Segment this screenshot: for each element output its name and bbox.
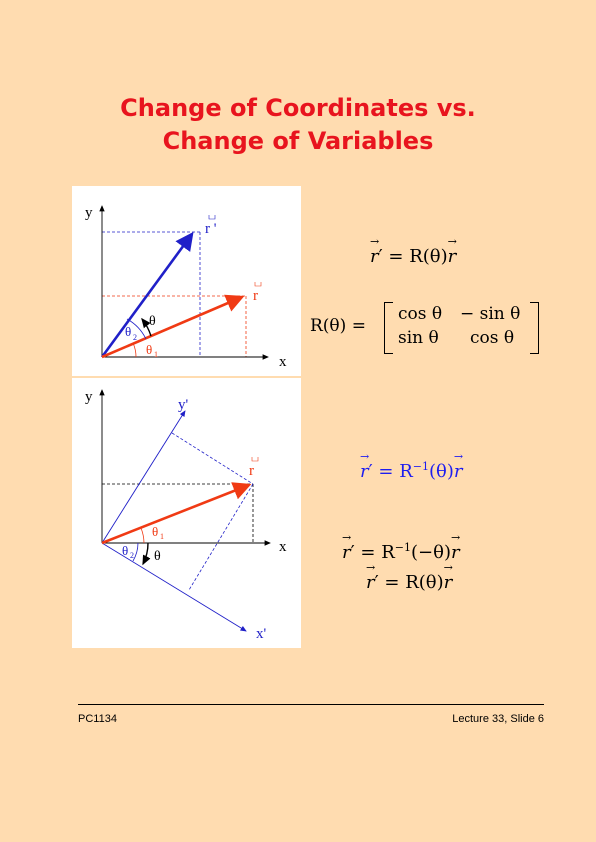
- theta1-subscript: 1: [160, 532, 164, 541]
- r-vector-symbol: r: [370, 235, 379, 267]
- r-vector-symbol: r: [342, 531, 351, 563]
- theta1-arc: [132, 342, 137, 358]
- rotation-matrix: R(θ) = cos θ − sin θ sin θ cos θ: [310, 296, 550, 356]
- prime-mark: ′: [368, 461, 373, 482]
- prime-mark: ′: [374, 572, 379, 593]
- theta1-arc: [140, 527, 145, 544]
- r-vector-symbol: r: [454, 450, 463, 482]
- y-axis-label: y: [85, 205, 93, 221]
- theta2-subscript: 2: [130, 551, 134, 560]
- theta-label: θ: [154, 549, 161, 564]
- course-code: PC1134: [78, 713, 117, 725]
- prime-mark: ′: [378, 246, 383, 267]
- r-vector: [101, 294, 245, 359]
- y-prime-axis-label: y': [178, 397, 189, 413]
- r-prime-vector-mark: [208, 215, 216, 220]
- r-vector-symbol: r: [444, 561, 453, 593]
- rotation-arc: [142, 542, 151, 566]
- slide-title-line-1: Change of Coordinates vs.: [120, 94, 476, 122]
- equivalent-rotation-equation: r′ = R(θ)r: [366, 561, 453, 593]
- r-vector-symbol: r: [366, 561, 375, 593]
- matrix-a21: sin θ: [398, 328, 439, 348]
- y-axis-label: y: [85, 389, 93, 405]
- equation-argument: (−θ): [411, 542, 451, 563]
- r-vector: [101, 482, 252, 545]
- x-axis-label: x: [279, 354, 287, 370]
- rotation-of-vector-diagram: y x r ' r θ θ 2 θ 1: [72, 186, 301, 376]
- r-label: r: [249, 463, 254, 479]
- theta2-label: θ: [125, 324, 131, 339]
- theta2-arc: [126, 318, 147, 340]
- rotation-equation: r′ = R(θ)r: [370, 235, 457, 267]
- rotation-arc: [141, 317, 152, 337]
- theta1-label: θ: [146, 342, 152, 357]
- matrix-a12: − sin θ: [460, 304, 521, 324]
- r-prime-vector: [100, 231, 194, 358]
- footer-divider: [78, 704, 544, 705]
- theta1-subscript: 1: [154, 350, 158, 359]
- theta2-subscript: 2: [133, 333, 137, 342]
- r-x-prime-guide: [188, 483, 254, 591]
- theta-label: θ: [149, 314, 156, 329]
- x-prime-axis-label: x': [256, 626, 267, 642]
- inverse-negative-equation: r′ = R−1(−θ)r: [342, 531, 460, 563]
- slide-number: Lecture 33, Slide 6: [452, 713, 544, 725]
- matrix-lhs: R(θ) =: [310, 316, 366, 336]
- theta2-label: θ: [122, 543, 128, 558]
- r-y-prime-guide: [171, 432, 254, 485]
- slide-title-line-2: Change of Variables: [162, 127, 434, 155]
- r-vector-symbol: r: [448, 235, 457, 267]
- theta1-label: θ: [152, 524, 158, 539]
- prime-mark: ′: [350, 542, 355, 563]
- equation-middle: = R: [372, 461, 413, 482]
- inverse-superscript: −1: [394, 541, 411, 554]
- x-prime-axis: [101, 542, 247, 632]
- equation-argument: (θ): [429, 461, 454, 482]
- matrix-a22: cos θ: [470, 328, 515, 348]
- r-prime-label: r ': [205, 221, 217, 237]
- r-vector-symbol: r: [451, 531, 460, 563]
- equation-middle: = R(θ): [382, 246, 448, 267]
- x-axis-label: x: [279, 539, 287, 555]
- rotation-of-axes-diagram: y x y' x' r θ 1 θ 2 θ: [72, 378, 301, 648]
- inverse-rotation-equation: r′ = R−1(θ)r: [360, 450, 463, 482]
- matrix-left-bracket: [384, 302, 393, 354]
- r-vector-mark: [251, 457, 259, 462]
- r-vector-mark: [254, 282, 262, 287]
- y-prime-axis: [101, 410, 186, 544]
- inverse-superscript: −1: [412, 460, 429, 473]
- r-vector-symbol: r: [360, 450, 369, 482]
- matrix-right-bracket: [530, 302, 539, 354]
- theta2-arc: [132, 542, 139, 562]
- equation-middle: = R: [354, 542, 395, 563]
- r-label: r: [253, 288, 258, 304]
- matrix-a11: cos θ: [398, 304, 443, 324]
- equation-middle: = R(θ): [378, 572, 444, 593]
